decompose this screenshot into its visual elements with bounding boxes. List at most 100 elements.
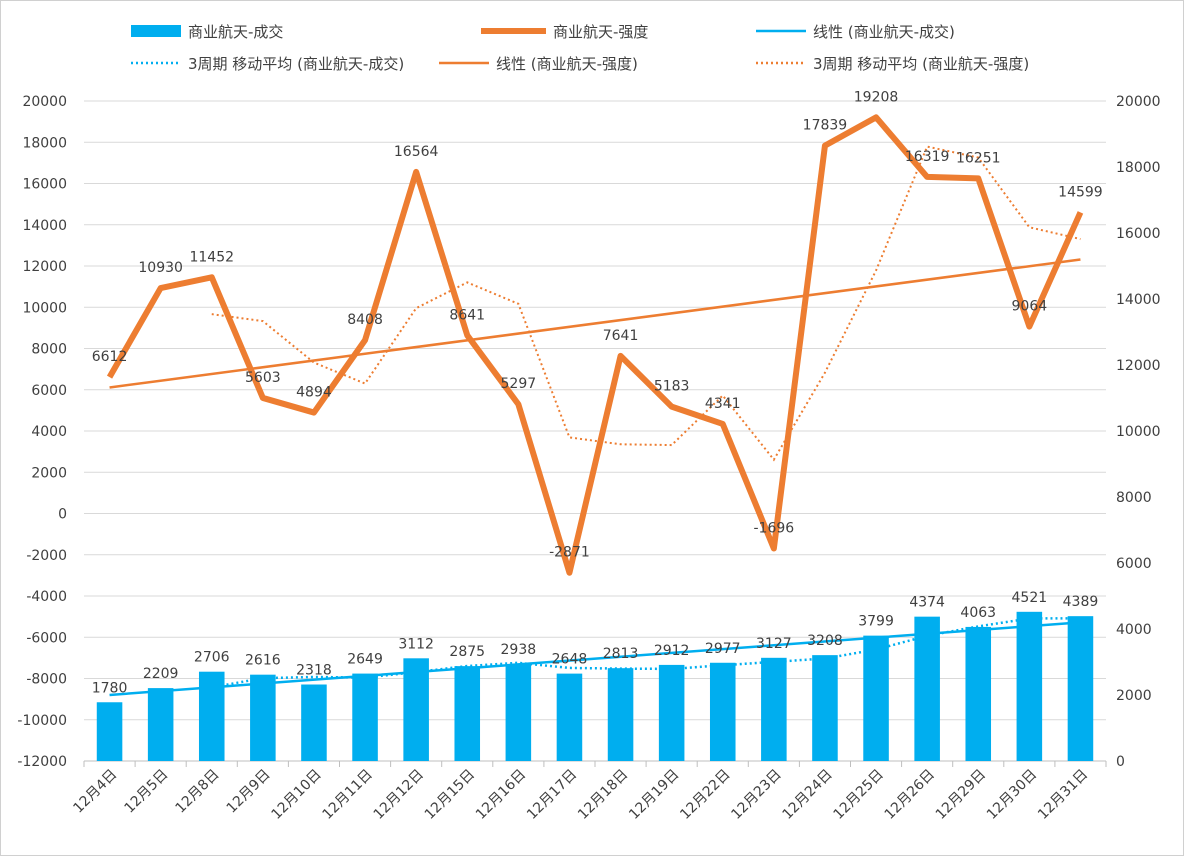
bar xyxy=(607,668,634,761)
legend-marker-bar xyxy=(131,25,181,37)
linear-trendline-strength xyxy=(109,258,1081,389)
right-axis-tick-label: 2000 xyxy=(1116,688,1152,704)
x-axis-tick-label: 12月22日 xyxy=(677,767,733,823)
x-axis-tick-label: 12月4日 xyxy=(70,767,120,817)
left-axis-tick-label: -6000 xyxy=(26,630,67,646)
line-data-label: 6612 xyxy=(92,349,128,365)
right-axis-tick-label: 12000 xyxy=(1116,358,1161,374)
legend-label: 线性 (商业航天-成交) xyxy=(813,23,955,41)
bar-data-label: 2813 xyxy=(603,646,639,662)
left-axis-tick-label: 0 xyxy=(58,507,67,523)
line-data-label: 16564 xyxy=(394,144,439,160)
bar-data-label: 2616 xyxy=(245,653,281,669)
bar xyxy=(658,664,685,761)
right-axis-tick-label: 4000 xyxy=(1116,622,1152,638)
bar-data-label: 2648 xyxy=(552,652,588,668)
x-axis-tick-label: 12月29日 xyxy=(933,767,989,823)
bar-data-label: 3112 xyxy=(398,636,434,652)
line-data-label: 16251 xyxy=(956,150,1001,166)
x-axis-tick-label: 12月25日 xyxy=(831,767,887,823)
bar xyxy=(761,657,787,761)
x-axis-tick-label: 12月17日 xyxy=(524,767,580,823)
bar-data-label: 2977 xyxy=(705,641,741,657)
line-data-label: 4341 xyxy=(705,396,741,412)
x-axis-tick-label: 12月24日 xyxy=(779,767,835,823)
bar-data-label: 2649 xyxy=(347,652,383,668)
bar xyxy=(250,674,276,761)
x-axis-tick-label: 12月31日 xyxy=(1035,767,1091,823)
x-axis-tick-label: 12月11日 xyxy=(320,767,376,823)
bar xyxy=(1067,616,1094,761)
bar-data-label: 3208 xyxy=(807,633,843,649)
left-axis-tick-label: -4000 xyxy=(26,589,67,605)
bar-data-label: 3127 xyxy=(756,636,792,652)
line-data-label: 9064 xyxy=(1012,299,1048,315)
legend-label: 商业航天-成交 xyxy=(188,23,283,41)
bar-data-label: 2209 xyxy=(143,666,179,682)
bar-data-label: 3799 xyxy=(858,614,894,630)
left-axis-tick-label: 2000 xyxy=(31,465,67,481)
right-axis-tick-label: 0 xyxy=(1116,754,1125,770)
right-axis-tick-label: 8000 xyxy=(1116,490,1152,506)
line-data-label: 8641 xyxy=(449,307,485,323)
line-data-label: 5603 xyxy=(245,370,281,386)
bar xyxy=(198,671,225,761)
bar xyxy=(403,658,429,761)
right-axis-tick-label: 10000 xyxy=(1116,424,1161,440)
left-axis-tick-label: 4000 xyxy=(31,424,67,440)
line-data-label: 5183 xyxy=(654,379,690,395)
linear-trendline-deal xyxy=(109,621,1081,697)
left-axis-tick-label: 14000 xyxy=(22,218,67,234)
x-axis-tick-label: 12月23日 xyxy=(728,767,784,823)
bar-data-label: 2875 xyxy=(449,644,485,660)
line-data-label: 16319 xyxy=(905,149,950,165)
left-axis-tick-label: -10000 xyxy=(17,713,67,729)
x-axis-tick-label: 12月5日 xyxy=(121,767,171,817)
x-axis-tick-label: 12月10日 xyxy=(268,767,324,823)
x-axis-tick-label: 12月30日 xyxy=(984,767,1040,823)
bar xyxy=(352,673,378,761)
bar xyxy=(505,664,532,761)
bar-data-label: 2938 xyxy=(501,642,537,658)
bar-data-label: 4374 xyxy=(909,595,945,611)
bar-data-label: 4389 xyxy=(1063,594,1099,610)
legend-label: 线性 (商业航天-强度) xyxy=(496,55,638,73)
bar xyxy=(709,662,736,761)
line-data-label: 10930 xyxy=(138,260,183,276)
bar xyxy=(914,616,940,761)
left-axis-tick-label: 10000 xyxy=(22,300,67,316)
bar xyxy=(812,655,838,761)
bar xyxy=(301,684,327,761)
x-axis-tick-label: 12月9日 xyxy=(224,767,274,817)
left-axis-tick-label: 20000 xyxy=(22,94,67,110)
right-axis-tick-label: 6000 xyxy=(1116,556,1152,572)
right-axis-tick-label: 14000 xyxy=(1116,292,1161,308)
bar-data-label: 2318 xyxy=(296,663,332,679)
line-data-label: 11452 xyxy=(189,249,234,265)
x-axis-tick-label: 12月16日 xyxy=(473,767,529,823)
bar xyxy=(96,702,123,761)
bar-data-label: 2706 xyxy=(194,650,230,666)
right-axis-tick-label: 20000 xyxy=(1116,94,1161,110)
left-axis-tick-label: -8000 xyxy=(26,672,67,688)
bar xyxy=(147,688,174,761)
left-axis-tick-label: 12000 xyxy=(22,259,67,275)
line-data-label: 17839 xyxy=(803,118,848,134)
bar xyxy=(454,666,481,761)
left-axis-tick-label: 18000 xyxy=(22,135,67,151)
bar xyxy=(863,635,889,761)
line-data-label: -2871 xyxy=(549,545,590,561)
x-axis-tick-label: 12月12日 xyxy=(371,767,427,823)
left-axis-tick-label: 6000 xyxy=(31,383,67,399)
line-data-label: 5297 xyxy=(501,376,537,392)
bar-data-label: 2912 xyxy=(654,643,690,659)
bar-data-label: 4521 xyxy=(1012,590,1048,606)
line-strength xyxy=(106,114,1084,576)
right-axis-tick-label: 16000 xyxy=(1116,226,1161,242)
legend-label: 3周期 移动平均 (商业航天-强度) xyxy=(813,55,1029,73)
line-data-label: 4894 xyxy=(296,385,332,401)
legend-label: 3周期 移动平均 (商业航天-成交) xyxy=(188,55,404,73)
x-axis-tick-label: 12月15日 xyxy=(422,767,478,823)
